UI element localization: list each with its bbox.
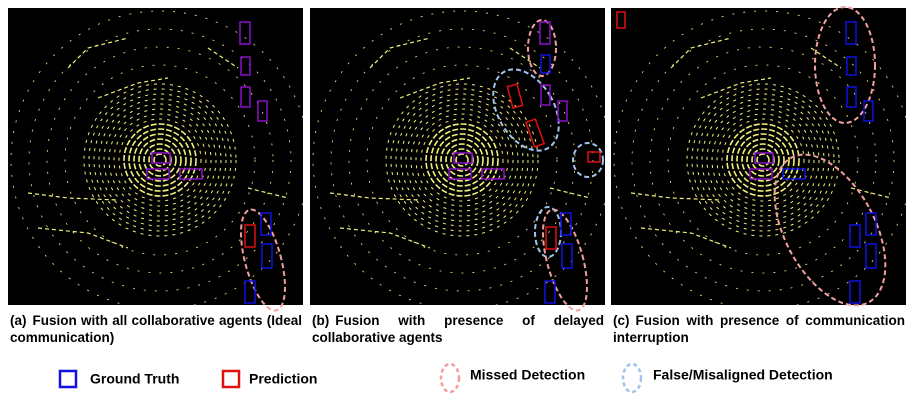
legend-missed-swatch	[441, 364, 459, 392]
figure: Ground Truth Prediction Missed Detection…	[0, 0, 907, 396]
lidar-panel	[310, 8, 611, 315]
lidar-panel	[611, 7, 907, 324]
caption-tag: (c)	[613, 313, 630, 328]
caption-tag: (b)	[312, 313, 329, 328]
panel-background	[8, 8, 303, 305]
caption: (c)Fusion with presence of communication…	[613, 312, 905, 346]
lidar-panel	[8, 8, 309, 315]
legend-gt-swatch	[60, 371, 76, 387]
caption-text: Fusion with all collaborative agents (Id…	[10, 313, 302, 345]
caption-text: Fusion with presence of communication in…	[613, 313, 905, 345]
legend-false-swatch	[623, 364, 641, 392]
caption-tag: (a)	[10, 313, 27, 328]
legend-label: False/Misaligned Detection	[653, 367, 833, 383]
legend-label: Ground Truth	[90, 371, 179, 387]
legend-pred-swatch	[223, 371, 239, 387]
legend-label: Prediction	[249, 371, 317, 387]
caption-text: Fusion with presence of delayed collabor…	[312, 313, 604, 345]
caption: (b)Fusion with presence of delayed colla…	[312, 312, 604, 346]
panel-background	[310, 8, 605, 305]
caption: (a)Fusion with all collaborative agents …	[10, 312, 302, 346]
panel-background	[611, 8, 906, 305]
legend-label: Missed Detection	[470, 367, 585, 383]
